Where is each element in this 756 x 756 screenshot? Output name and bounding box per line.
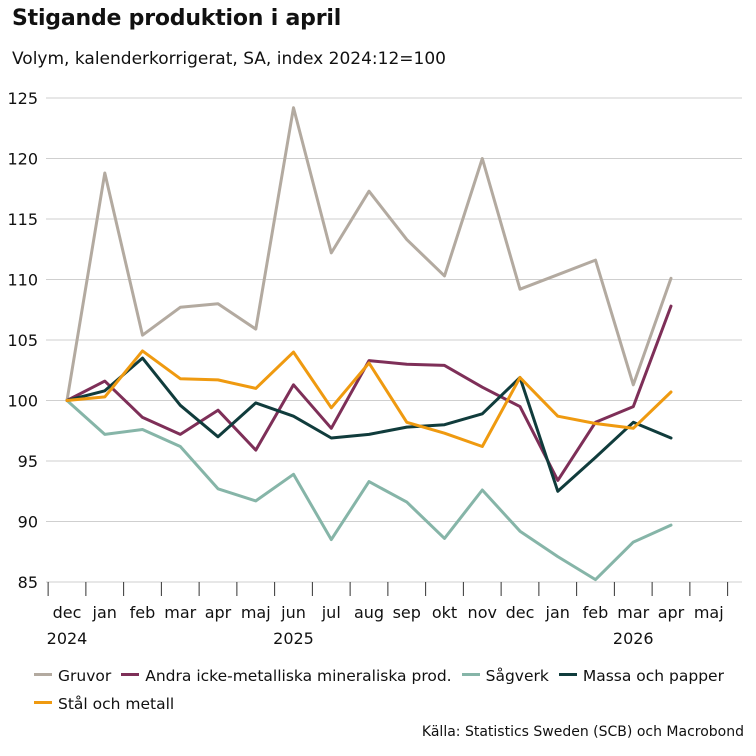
x-tick-label: feb [583,603,609,622]
legend-swatch [34,673,52,676]
legend-item-sagverk: Sågverk [461,662,549,690]
series-line-gruvor [65,106,673,402]
series-line-massa-och-papper [65,356,673,493]
x-tick-label: apr [658,603,685,622]
x-tick-label: jul [321,603,341,622]
y-tick-label: 115 [7,210,38,229]
y-tick-label: 125 [7,89,38,108]
y-tick-label: 120 [7,150,38,169]
chart-subtitle: Volym, kalenderkorrigerat, SA, index 202… [12,49,446,69]
x-tick-label: maj [241,603,271,622]
x-year-label: 2026 [613,629,654,648]
legend-swatch [121,673,140,676]
y-tick-label: 110 [7,271,38,290]
legend-swatch [558,673,577,676]
legend-label: Sågverk [485,667,549,685]
legend-item-gruvor: Gruvor [34,662,111,690]
y-tick-label: 105 [7,331,38,350]
x-tick-label: feb [130,603,156,622]
x-tick-label: okt [432,603,457,622]
legend-swatch [461,673,480,676]
y-tick-label: 100 [7,392,38,411]
x-tick-label: jan [545,603,570,622]
legend-label: Gruvor [58,667,112,685]
legend-item-massa-och-papper: Massa och papper [558,662,724,690]
x-tick-label: sep [393,603,421,622]
x-tick-label: dec [506,603,535,622]
legend-item-stal-och-metall: Stål och metall [34,690,174,718]
series-line-stal-och-metall [65,349,673,448]
x-tick-label: apr [205,603,232,622]
x-tick-label: dec [53,603,82,622]
x-year-label: 2025 [273,629,314,648]
x-tick-label: mar [617,603,649,622]
chart-title: Stigande produktion i april [12,6,342,31]
x-tick-label: aug [354,603,384,622]
y-tick-label: 90 [18,513,38,532]
legend-item-andra-icke-metalliska: Andra icke-metalliska mineraliska prod. [121,662,452,690]
y-tick-label: 95 [18,452,38,471]
x-tick-label: nov [468,603,497,622]
x-tick-label: jun [280,603,306,622]
legend-label: Andra icke-metalliska mineraliska prod. [145,667,452,685]
x-tick-label: mar [164,603,196,622]
legend-label: Massa och papper [582,667,724,685]
source-note: Källa: Statistics Sweden (SCB) och Macro… [421,724,744,740]
legend-label: Stål och metall [58,695,175,713]
legend-swatch [34,701,52,704]
y-tick-label: 85 [18,573,38,592]
x-tick-label: jan [92,603,117,622]
legend: Gruvor Andra icke-metalliska mineraliska … [34,662,749,718]
x-year-label: 2024 [47,629,88,648]
series-line-sagverk [65,399,673,582]
x-tick-label: maj [694,603,724,622]
series-line-andra-icke-metalliska-mineraliska-prod [65,304,673,482]
